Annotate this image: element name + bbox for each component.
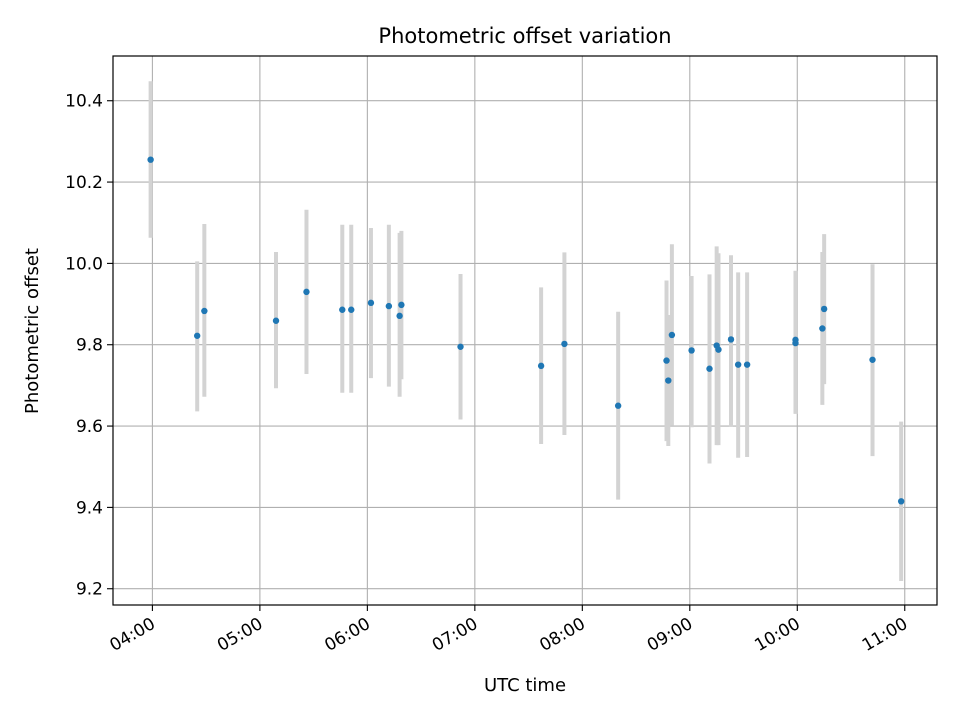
- data-point: [897, 498, 905, 505]
- data-point: [819, 325, 826, 332]
- data-point: [614, 402, 622, 409]
- data-point: [147, 156, 154, 163]
- y-tick-label: 9.2: [76, 580, 103, 600]
- data-points: [147, 156, 905, 505]
- data-point: [303, 288, 310, 296]
- data-point: [743, 361, 751, 368]
- data-point: [396, 312, 403, 320]
- data-point: [734, 361, 742, 368]
- x-axis-label: UTC time: [484, 675, 566, 696]
- data-point: [668, 331, 676, 339]
- data-point: [339, 306, 346, 313]
- chart-title: Photometric offset variation: [378, 24, 671, 48]
- data-point: [272, 317, 280, 324]
- y-tick-label: 10.2: [65, 173, 103, 193]
- data-point: [348, 306, 355, 313]
- data-point: [561, 340, 568, 348]
- data-point: [367, 299, 375, 307]
- data-point: [792, 336, 799, 344]
- data-point: [663, 357, 670, 364]
- y-tick-label: 9.8: [76, 336, 103, 356]
- data-point: [869, 356, 876, 363]
- plot-frame: [112, 55, 938, 606]
- data-point: [706, 365, 713, 372]
- data-point: [537, 362, 545, 370]
- data-point: [201, 307, 208, 315]
- data-point: [688, 347, 695, 354]
- data-point: [398, 301, 405, 309]
- data-point: [457, 343, 464, 350]
- y-axis: 9.2 9.4 9.6 9.8 10.0 10.2 10.4: [65, 92, 113, 600]
- y-tick-label: 9.4: [76, 498, 103, 518]
- data-point: [727, 336, 735, 343]
- y-tick-label: 9.6: [76, 417, 103, 437]
- data-point: [665, 377, 672, 384]
- data-point: [715, 346, 722, 353]
- y-tick-label: 10.0: [65, 254, 103, 274]
- data-point: [385, 302, 393, 310]
- y-axis-label: Photometric offset: [22, 248, 43, 414]
- data-point: [193, 332, 201, 339]
- data-point: [820, 305, 828, 313]
- y-tick-label: 10.4: [65, 92, 103, 112]
